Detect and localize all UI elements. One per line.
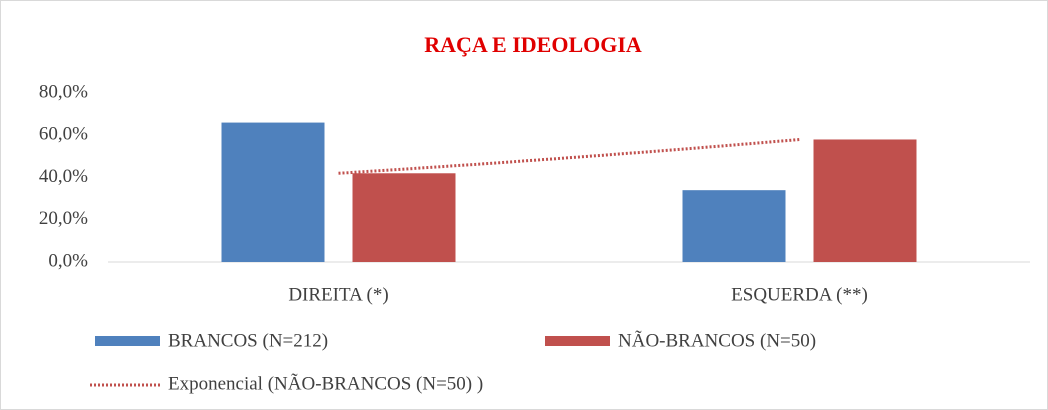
y-tick-label: 80,0%	[39, 81, 88, 102]
y-tick-label: 60,0%	[39, 124, 88, 145]
bar	[352, 173, 456, 262]
legend-label: NÃO-BRANCOS (N=50)	[618, 329, 816, 351]
y-tick-label: 40,0%	[39, 166, 88, 187]
x-tick-label: DIREITA (*)	[288, 284, 388, 305]
legend-swatch	[95, 336, 160, 346]
bar	[682, 190, 786, 262]
x-tick-label: ESQUERDA (**)	[731, 284, 868, 305]
legend-label: BRANCOS (N=212)	[168, 330, 328, 351]
y-tick-label: 20,0%	[39, 208, 88, 229]
bar	[221, 122, 325, 262]
legend-label: Exponencial (NÃO-BRANCOS (N=50) )	[168, 372, 483, 394]
y-tick-label: 0,0%	[48, 250, 88, 271]
chart-title: RAÇA E IDEOLOGIA	[424, 32, 642, 57]
legend-swatch	[545, 336, 610, 346]
trendline	[338, 138, 800, 175]
bar	[813, 139, 917, 262]
